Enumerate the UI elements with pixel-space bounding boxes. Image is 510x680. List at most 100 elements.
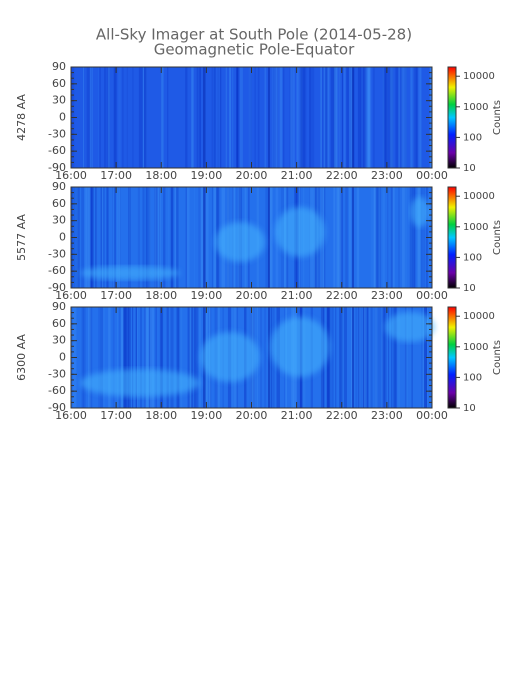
image-stripe [264,307,267,408]
image-stripe [358,307,362,408]
image-stripe [273,67,276,168]
image-stripe [401,67,405,168]
image-stripe [126,67,128,168]
image-stripe [95,187,98,288]
image-stripe [303,67,305,168]
image-stripe [268,307,270,408]
image-stripe [115,187,116,288]
image-stripe [213,187,216,288]
x-tick-label: 23:00 [371,289,403,302]
image-stripe [177,307,179,408]
image-aurora [200,332,260,382]
image-stripe [398,187,400,288]
image-stripe [160,67,165,168]
image-stripe [270,307,273,408]
y-axis-label: 4278 AA [15,94,28,141]
image-stripe [147,187,151,288]
image-stripe [200,187,204,288]
image-stripe [391,67,394,168]
image-stripe [336,67,338,168]
y-tick-label: 0 [59,351,66,364]
image-stripe [375,187,378,288]
image-stripe [410,67,414,168]
x-tick-label: 17:00 [100,409,132,422]
colorbar-tick-label: 100 [463,132,482,143]
image-stripe [383,67,387,168]
image-stripe [387,187,389,288]
image-stripe [91,187,94,288]
image-stripe [403,67,407,168]
image-stripe [143,187,145,288]
image-stripe [108,67,110,168]
image-stripe [194,187,196,288]
image-stripe [145,187,148,288]
image-stripe [159,187,161,288]
image-stripe [290,67,293,168]
image-stripe [327,307,331,408]
image-stripe [388,307,390,408]
x-tick-label: 21:00 [281,289,313,302]
image-stripe [352,187,354,288]
image-stripe [373,67,375,168]
image-stripe [332,67,336,168]
image-stripe [310,67,315,168]
colorbar-tick-label: 1000 [463,342,488,353]
image-stripe [417,187,421,288]
image-stripe [119,187,121,288]
image-stripe [82,67,85,168]
image-stripe [374,307,377,408]
image-stripe [338,187,340,288]
image-stripe [191,67,194,168]
image-stripe [352,67,354,168]
image-stripe [415,67,417,168]
y-tick-label: 60 [52,197,66,210]
image-stripe [333,187,336,288]
image-stripe [365,307,368,408]
image-stripe [198,67,201,168]
image-stripe [114,67,116,168]
image-aurora [275,207,325,257]
image-stripe [309,67,311,168]
image-stripe [390,187,393,288]
image-stripe [386,67,388,168]
image-stripe [138,67,143,168]
image-stripe [292,67,295,168]
image-stripe [297,67,298,168]
image-stripe [214,187,217,288]
image-stripe [384,307,387,408]
image-stripe [334,67,338,168]
image-stripe [170,187,174,288]
image-stripe [142,67,145,168]
image-stripe [180,307,183,408]
image-stripe [84,187,88,288]
image-stripe [424,307,428,408]
image-stripe [100,307,104,408]
image-stripe [149,307,151,408]
image-stripe [98,307,101,408]
image-stripe [135,307,137,408]
image-stripe [118,67,121,168]
image-aurora [80,369,200,397]
image-stripe [248,67,252,168]
image-stripe [146,307,148,408]
image-stripe [203,67,206,168]
image-stripe [89,67,93,168]
image-stripe [146,307,150,408]
image-stripe [333,187,335,288]
image-stripe [106,67,110,168]
image-stripe [81,187,85,288]
image-stripe [300,67,305,168]
image-stripe [187,187,190,288]
x-tick-label: 23:00 [371,409,403,422]
image-stripe [362,67,366,168]
image-stripe [76,187,80,288]
x-tick-label: 21:00 [281,169,313,182]
image-stripe [95,187,97,288]
image-stripe [100,187,102,288]
image-stripe [392,187,395,288]
x-tick-label: 17:00 [100,289,132,302]
x-tick-label: 22:00 [326,409,358,422]
image-stripe [176,307,180,408]
image-stripe [378,187,381,288]
x-tick-label: 18:00 [145,409,177,422]
